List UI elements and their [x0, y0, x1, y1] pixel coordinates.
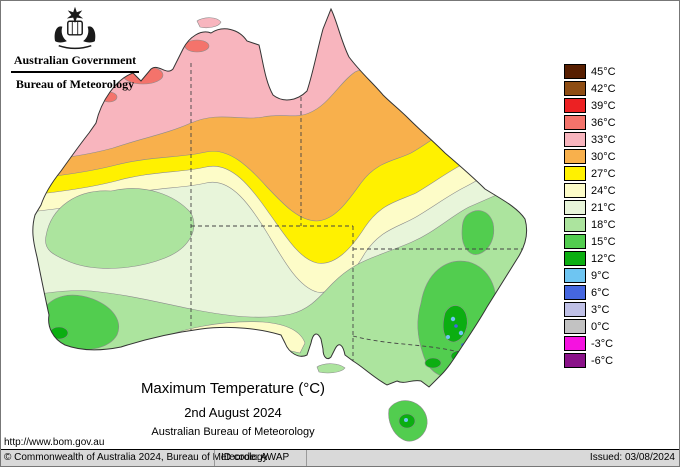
legend-swatch	[564, 115, 586, 130]
legend-swatch	[564, 98, 586, 113]
map-organisation: Australian Bureau of Meteorology	[151, 426, 315, 438]
legend-swatch	[564, 336, 586, 351]
legend-row: 36°C	[564, 114, 616, 131]
legend-swatch	[564, 200, 586, 215]
legend-label: 39°C	[591, 99, 616, 112]
crest-star	[66, 6, 84, 24]
legend-row: 39°C	[564, 97, 616, 114]
map-band-18c-west	[45, 188, 195, 269]
footer-divider	[214, 450, 215, 466]
legend-label: 30°C	[591, 150, 616, 163]
legend-label: -3°C	[591, 337, 614, 350]
legend-label: 9°C	[591, 269, 610, 282]
legend-label: 24°C	[591, 184, 616, 197]
legend-row: 0°C	[564, 318, 616, 335]
map-speck-9c	[446, 335, 450, 339]
copyright-text: © Commonwealth of Australia 2024, Bureau…	[4, 452, 268, 463]
legend-swatch	[564, 251, 586, 266]
legend-row: 24°C	[564, 182, 616, 199]
crest-shield-lines	[71, 21, 79, 35]
legend-swatch	[564, 166, 586, 181]
map-band-15c-eastcoast	[461, 210, 495, 255]
legend-swatch	[564, 64, 586, 79]
legend-swatch	[564, 319, 586, 334]
legend-label: 45°C	[591, 65, 616, 78]
legend-row: 3°C	[564, 301, 616, 318]
legend-label: 21°C	[591, 201, 616, 214]
crest-shield	[67, 20, 83, 36]
bom-header: Australian Government Bureau of Meteorol…	[9, 5, 141, 91]
footer-divider	[306, 450, 307, 466]
island-melville	[196, 17, 222, 29]
legend-row: 45°C	[564, 63, 616, 80]
legend-swatch	[564, 81, 586, 96]
legend-label: 12°C	[591, 252, 616, 265]
australia-coastline	[32, 7, 528, 388]
legend-swatch	[564, 353, 586, 368]
legend-label: 3°C	[591, 303, 610, 316]
legend-row: 21°C	[564, 199, 616, 216]
legend-label: 42°C	[591, 82, 616, 95]
temperature-legend: 45°C 42°C 39°C 36°C 33°C 30°C 27°C 24°C	[564, 63, 616, 369]
state-border-nsw-vic	[352, 335, 464, 354]
legend-label: 27°C	[591, 167, 616, 180]
footer-bar: © Commonwealth of Australia 2024, Bureau…	[1, 449, 679, 466]
legend-row: 33°C	[564, 131, 616, 148]
crest-emu	[83, 26, 96, 43]
map-patch-12c	[424, 357, 442, 369]
legend-swatch	[564, 183, 586, 198]
bom-url: http://www.bom.gov.au	[4, 437, 105, 448]
map-captions: Maximum Temperature (°C) 2nd August 2024…	[59, 380, 407, 438]
crest-scroll	[58, 44, 92, 50]
map-date: 2nd August 2024	[184, 405, 282, 420]
legend-swatch	[564, 149, 586, 164]
australia-temperature-map	[32, 7, 528, 442]
crest-kangaroo	[54, 26, 67, 43]
legend-row: -6°C	[564, 352, 616, 369]
tasmania-speck-9c	[404, 418, 408, 422]
legend-swatch	[564, 217, 586, 232]
legend-row: 6°C	[564, 284, 616, 301]
legend-label: -6°C	[591, 354, 614, 367]
tasmania	[388, 400, 428, 442]
legend-label: 33°C	[591, 133, 616, 146]
australian-government-label: Australian Government	[13, 53, 137, 67]
legend-row: 15°C	[564, 233, 616, 250]
legend-row: 27°C	[564, 165, 616, 182]
legend-label: 0°C	[591, 320, 610, 333]
coat-of-arms-icon	[54, 6, 96, 50]
island-kangaroo	[316, 363, 346, 374]
map-speck-9c	[450, 316, 456, 322]
map-title: Maximum Temperature (°C)	[140, 380, 326, 397]
map-speck-9c	[458, 330, 464, 336]
legend-swatch	[564, 132, 586, 147]
legend-swatch	[564, 285, 586, 300]
legend-row: -3°C	[564, 335, 616, 352]
id-code-text: ID code: AWAP	[221, 452, 290, 463]
legend-label: 15°C	[591, 235, 616, 248]
header-divider	[11, 71, 139, 73]
legend-swatch	[564, 302, 586, 317]
legend-label: 36°C	[591, 116, 616, 129]
map-patch-36c	[184, 39, 210, 53]
bureau-of-meteorology-label: Bureau of Meteorology	[15, 77, 135, 91]
legend-row: 12°C	[564, 250, 616, 267]
legend-row: 42°C	[564, 80, 616, 97]
legend-label: 18°C	[591, 218, 616, 231]
legend-swatch	[564, 234, 586, 249]
legend-label: 6°C	[591, 286, 610, 299]
legend-row: 18°C	[564, 216, 616, 233]
legend-row: 9°C	[564, 267, 616, 284]
legend-swatch	[564, 268, 586, 283]
legend-row: 30°C	[564, 148, 616, 165]
map-speck-6c	[454, 324, 458, 328]
issued-date-text: Issued: 03/08/2024	[589, 452, 675, 463]
